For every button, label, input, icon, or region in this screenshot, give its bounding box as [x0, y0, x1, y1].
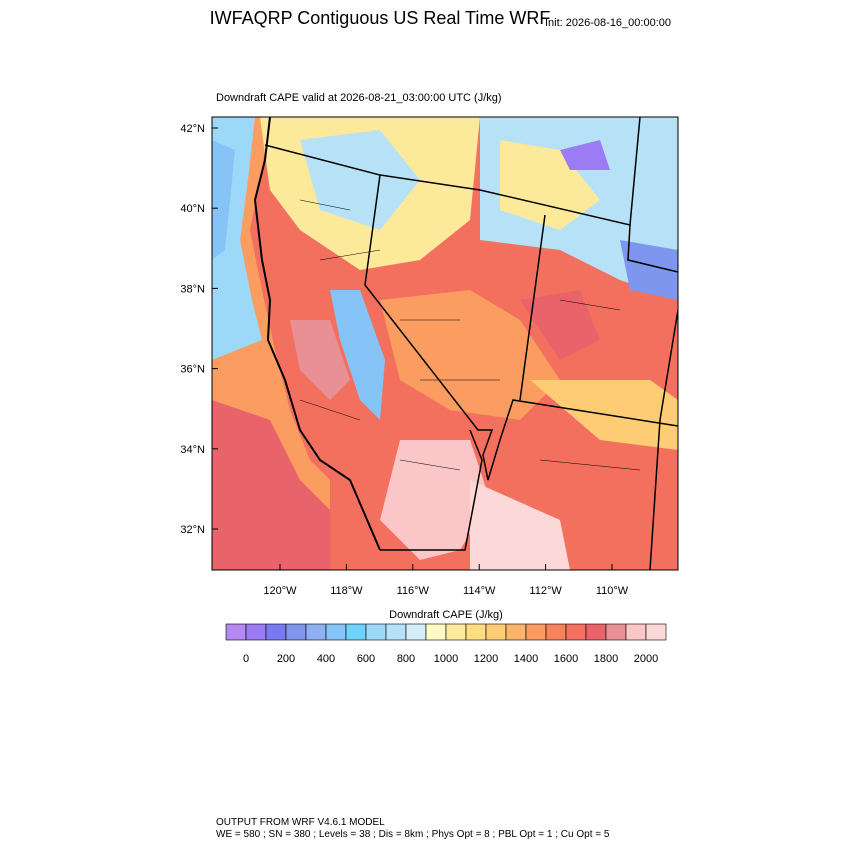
lat-label: 38°N [180, 283, 205, 295]
lat-label: 40°N [180, 203, 205, 215]
colorbar-box [485, 623, 507, 641]
lat-label: 42°N [180, 123, 205, 135]
colorbar-box [405, 623, 427, 641]
lon-label: 114°W [463, 585, 496, 597]
colorbar-box [425, 623, 447, 641]
lat-label: 36°N [180, 364, 205, 376]
init-time: Init: 2026-08-16_00:00:00 [545, 17, 671, 29]
colorbar-box [465, 623, 487, 641]
colorbar-box [325, 623, 347, 641]
colorbar-tick-label: 1600 [554, 653, 578, 665]
footer-line: WE = 580 ; SN = 380 ; Levels = 38 ; Dis … [216, 829, 610, 840]
colorbar-box [385, 623, 407, 641]
colorbar-box [605, 623, 627, 641]
colorbar-box [265, 623, 287, 641]
lon-label: 120°W [263, 585, 297, 597]
colorbar-box [545, 623, 567, 641]
colorbar-tick-label: 0 [243, 653, 249, 665]
lat-label: 34°N [180, 444, 205, 456]
colorbar-box [505, 623, 527, 641]
colorbar-box [525, 623, 547, 641]
lat-axis: 42°N 40°N 38°N 36°N 34°N 32°N [180, 123, 218, 536]
colorbar: 0 200 400 600 800 1000 1200 1400 1600 1800 2000 [225, 623, 667, 665]
colorbar-tick-label: 1000 [434, 653, 458, 665]
colorbar-box [445, 623, 467, 641]
colorbar-box [305, 623, 327, 641]
colorbar-tick-label: 600 [357, 653, 375, 665]
colorbar-label: Downdraft CAPE (J/kg) [389, 609, 503, 621]
lon-axis: 120°W 118°W 116°W 114°W 112°W 110°W [263, 564, 629, 597]
colorbar-tick-label: 2000 [634, 653, 658, 665]
lon-label: 118°W [330, 585, 363, 597]
title: IWFAQRP Contiguous US Real Time WRF [210, 8, 551, 28]
colorbar-tick-label: 200 [277, 653, 295, 665]
footer-line: OUTPUT FROM WRF V4.6.1 MODEL [216, 817, 385, 828]
lon-label: 110°W [596, 585, 629, 597]
map-field [212, 117, 678, 570]
colorbar-box [565, 623, 587, 641]
colorbar-tick-label: 400 [317, 653, 335, 665]
colorbar-box [585, 623, 607, 641]
map-frame [211, 116, 679, 571]
colorbar-box [365, 623, 387, 641]
colorbar-box [225, 623, 247, 641]
subtitle: Downdraft CAPE valid at 2026-08-21_03:00… [216, 92, 502, 104]
colorbar-tick-label: 1400 [514, 653, 538, 665]
colorbar-tick-label: 1200 [474, 653, 498, 665]
colorbar-box [625, 623, 647, 641]
colorbar-box [285, 623, 307, 641]
colorbar-box [345, 623, 367, 641]
colorbar-tick-label: 800 [397, 653, 415, 665]
colorbar-tick-label: 1800 [594, 653, 618, 665]
lat-label: 32°N [180, 524, 205, 536]
colorbar-box [645, 623, 667, 641]
lon-label: 116°W [397, 585, 430, 597]
colorbar-box [245, 623, 267, 641]
lon-label: 112°W [529, 585, 562, 597]
